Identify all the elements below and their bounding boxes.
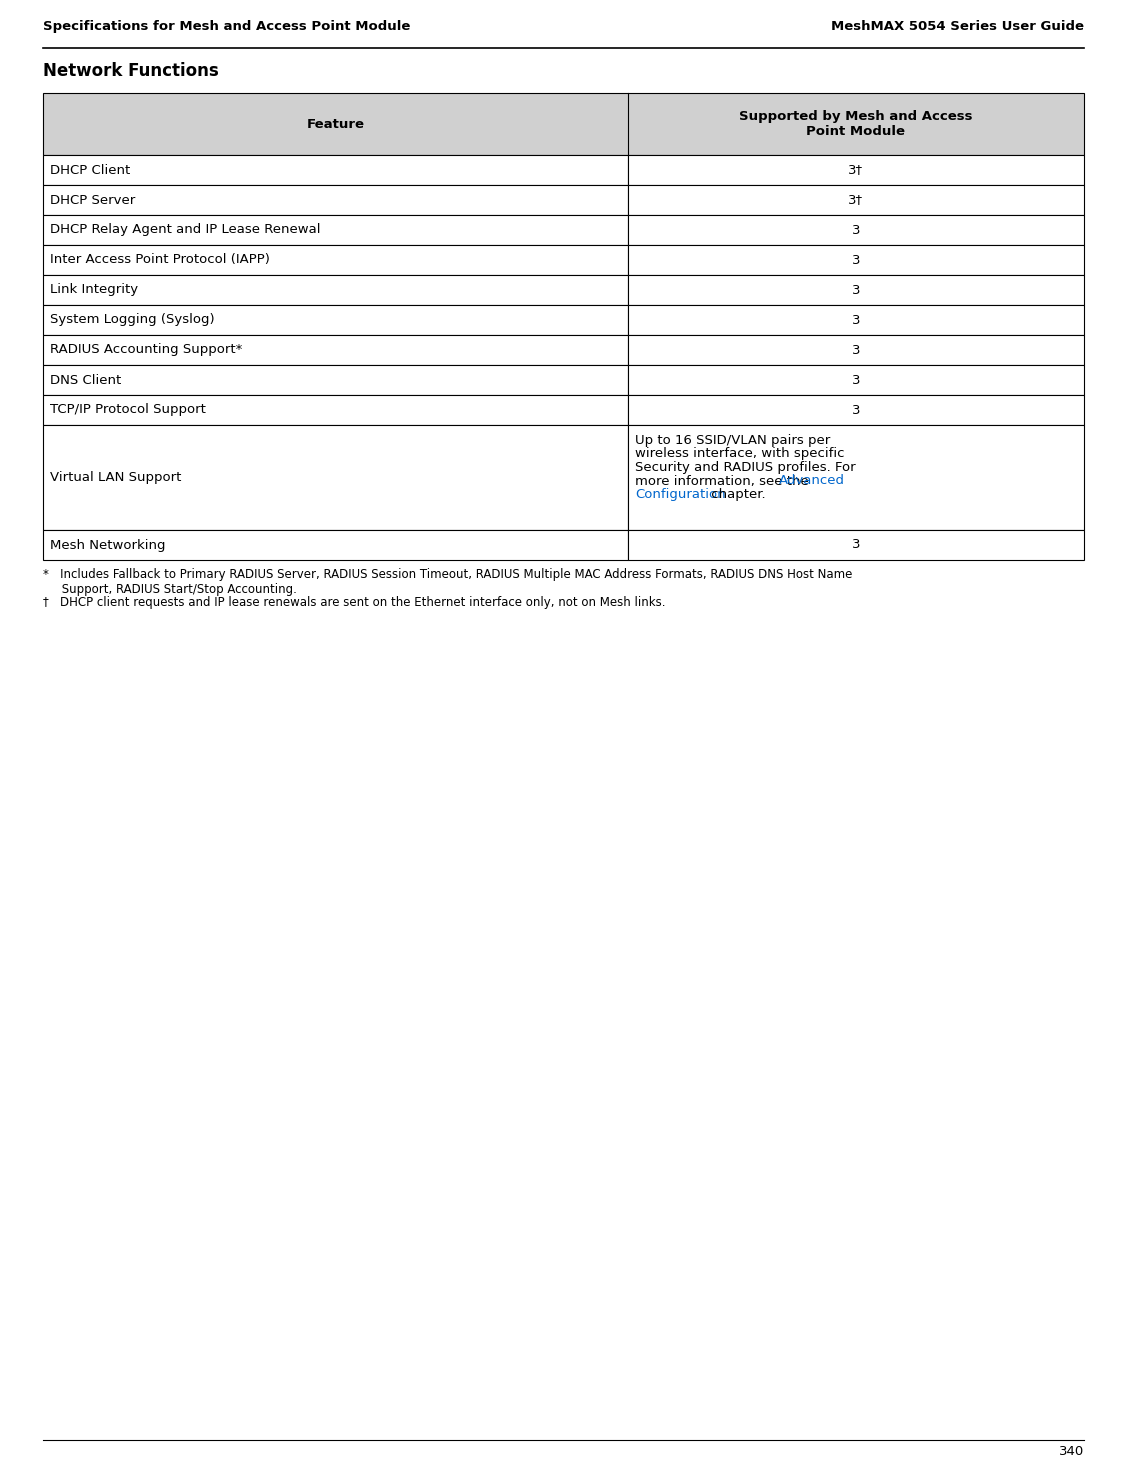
Text: DHCP Client: DHCP Client bbox=[50, 163, 131, 176]
Text: 3: 3 bbox=[852, 404, 860, 417]
Bar bbox=[43, 214, 628, 245]
Bar bbox=[43, 335, 628, 366]
Bar bbox=[628, 156, 1084, 185]
Bar bbox=[628, 335, 1084, 366]
Text: 3: 3 bbox=[852, 223, 860, 236]
Text: 3: 3 bbox=[852, 373, 860, 386]
Text: *   Includes Fallback to Primary RADIUS Server, RADIUS Session Timeout, RADIUS M: * Includes Fallback to Primary RADIUS Se… bbox=[43, 568, 852, 596]
Bar bbox=[43, 366, 628, 395]
Text: Link Integrity: Link Integrity bbox=[50, 283, 139, 297]
Text: Mesh Networking: Mesh Networking bbox=[50, 539, 166, 552]
Bar bbox=[43, 395, 628, 426]
Text: wireless interface, with specific: wireless interface, with specific bbox=[635, 448, 844, 461]
Bar bbox=[628, 426, 1084, 530]
Bar bbox=[43, 185, 628, 214]
Text: Feature: Feature bbox=[307, 117, 364, 131]
Text: Specifications for Mesh and Access Point Module: Specifications for Mesh and Access Point… bbox=[43, 21, 410, 32]
Text: DNS Client: DNS Client bbox=[50, 373, 122, 386]
Bar bbox=[628, 245, 1084, 275]
Text: Supported by Mesh and Access
Point Module: Supported by Mesh and Access Point Modul… bbox=[739, 110, 973, 138]
Bar bbox=[628, 305, 1084, 335]
Bar bbox=[43, 92, 1084, 156]
Text: TCP/IP Protocol Support: TCP/IP Protocol Support bbox=[50, 404, 206, 417]
Text: 3: 3 bbox=[852, 344, 860, 357]
Text: chapter.: chapter. bbox=[707, 487, 765, 501]
Text: 3†: 3† bbox=[849, 163, 863, 176]
Bar bbox=[628, 214, 1084, 245]
Bar bbox=[628, 530, 1084, 559]
Text: more information, see the: more information, see the bbox=[635, 474, 813, 487]
Text: 340: 340 bbox=[1058, 1445, 1084, 1458]
Bar bbox=[43, 156, 628, 185]
Text: DHCP Relay Agent and IP Lease Renewal: DHCP Relay Agent and IP Lease Renewal bbox=[50, 223, 320, 236]
Bar bbox=[43, 245, 628, 275]
Text: Inter Access Point Protocol (IAPP): Inter Access Point Protocol (IAPP) bbox=[50, 254, 269, 267]
Bar bbox=[628, 275, 1084, 305]
Text: System Logging (Syslog): System Logging (Syslog) bbox=[50, 314, 214, 326]
Bar bbox=[43, 426, 628, 530]
Text: Security and RADIUS profiles. For: Security and RADIUS profiles. For bbox=[635, 461, 855, 474]
Text: Configuration: Configuration bbox=[635, 487, 726, 501]
Bar bbox=[43, 530, 628, 559]
Text: 3: 3 bbox=[852, 254, 860, 267]
Text: 3: 3 bbox=[852, 283, 860, 297]
Bar bbox=[43, 305, 628, 335]
Text: RADIUS Accounting Support*: RADIUS Accounting Support* bbox=[50, 344, 242, 357]
Bar bbox=[43, 275, 628, 305]
Text: MeshMAX 5054 Series User Guide: MeshMAX 5054 Series User Guide bbox=[831, 21, 1084, 32]
Bar bbox=[628, 395, 1084, 426]
Text: Advanced: Advanced bbox=[779, 474, 845, 487]
Bar bbox=[628, 185, 1084, 214]
Bar bbox=[628, 366, 1084, 395]
Text: 3: 3 bbox=[852, 314, 860, 326]
Text: 3: 3 bbox=[852, 539, 860, 552]
Text: Virtual LAN Support: Virtual LAN Support bbox=[50, 471, 181, 484]
Text: DHCP Server: DHCP Server bbox=[50, 194, 135, 207]
Text: Up to 16 SSID/VLAN pairs per: Up to 16 SSID/VLAN pairs per bbox=[635, 435, 831, 446]
Text: Network Functions: Network Functions bbox=[43, 62, 219, 79]
Text: †   DHCP client requests and IP lease renewals are sent on the Ethernet interfac: † DHCP client requests and IP lease rene… bbox=[43, 596, 666, 609]
Text: 3†: 3† bbox=[849, 194, 863, 207]
